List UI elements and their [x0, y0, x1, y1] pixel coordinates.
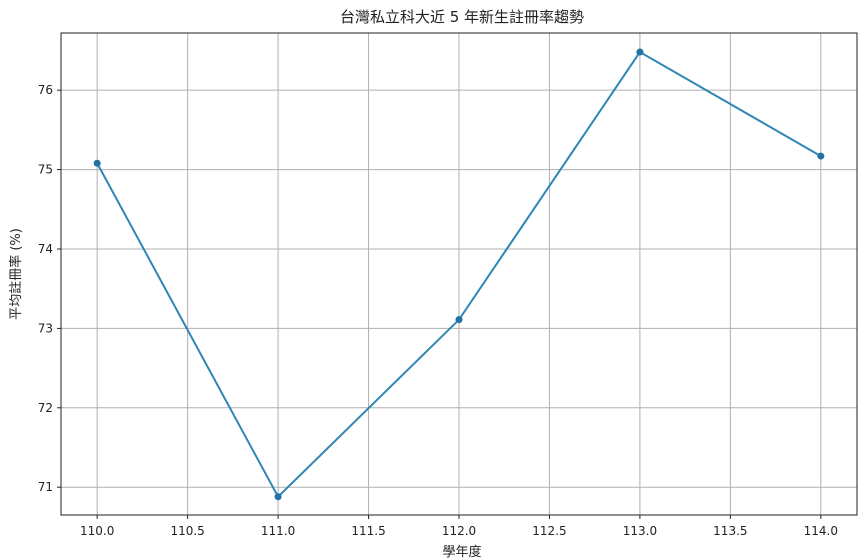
x-axis-label: 學年度 — [442, 544, 481, 560]
y-tick-label: 74 — [38, 242, 53, 256]
series-group — [93, 48, 825, 501]
chart-title: 台灣私立科大近 5 年新生註冊率趨勢 — [340, 8, 584, 26]
x-tick-label: 112.0 — [442, 524, 476, 538]
y-axis-label: 平均註冊率 (%) — [8, 228, 24, 320]
x-tick-label: 110.5 — [170, 524, 204, 538]
y-tick-label: 71 — [38, 480, 53, 494]
x-tick-label: 111.5 — [351, 524, 385, 538]
data-point — [817, 152, 825, 160]
x-tick-label: 111.0 — [261, 524, 295, 538]
x-tick-label: 113.5 — [713, 524, 747, 538]
data-point — [93, 159, 101, 167]
x-tick-label: 110.0 — [80, 524, 114, 538]
y-tick-label: 75 — [38, 163, 53, 177]
data-point — [636, 48, 644, 56]
x-tick-label: 113.0 — [623, 524, 657, 538]
y-tick-label: 76 — [38, 83, 53, 97]
plot-frame — [60, 32, 858, 516]
y-tick-label: 73 — [38, 321, 53, 335]
y-tick-label: 72 — [38, 401, 53, 415]
axis-ticks: 110.0 110.5 111.0 111.5 112.0 112.5 113.0 113.5… — [38, 83, 838, 538]
grid-lines — [61, 33, 857, 515]
x-tick-label: 112.5 — [532, 524, 566, 538]
data-point — [455, 316, 463, 324]
data-point — [274, 493, 282, 501]
x-tick-label: 114.0 — [804, 524, 838, 538]
